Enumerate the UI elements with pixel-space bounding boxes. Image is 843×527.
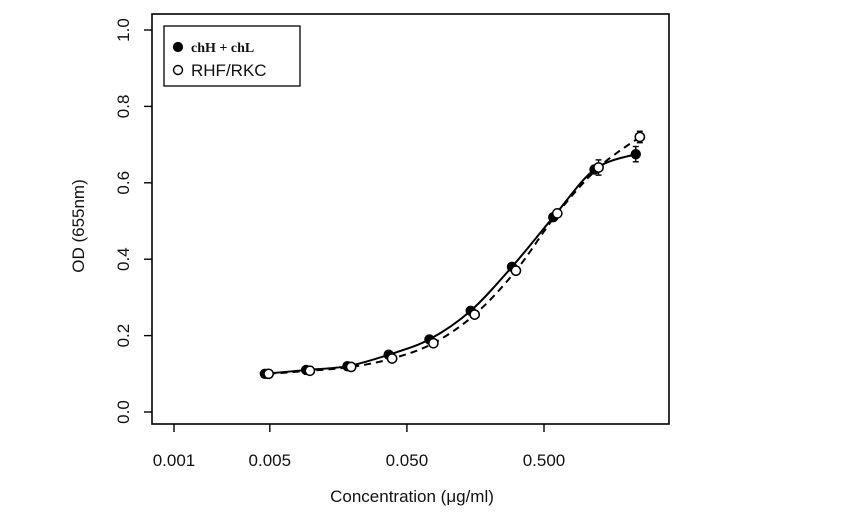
legend: chH + chL RHF/RKC (163, 25, 301, 87)
y-tick-label: 0.2 (114, 324, 133, 348)
x-tick-label: 0.005 (249, 451, 292, 470)
data-point (428, 337, 439, 349)
legend-label-chh-chl: chH + chL (191, 41, 254, 56)
legend-marker-filled (172, 41, 184, 53)
data-point (345, 361, 357, 373)
data-point (263, 368, 274, 380)
data-point (593, 162, 604, 173)
data-point (630, 148, 641, 160)
data-point (634, 131, 646, 143)
data-point (469, 309, 481, 320)
y-tick-label: 1.0 (114, 18, 133, 42)
x-tick-label: 0.500 (523, 451, 566, 470)
axis-ticks: 0.001 0.005 0.050 0.500 0.0 0.2 0.4 0.6 0.8 1.0 (114, 18, 565, 470)
x-tick-label: 0.001 (153, 451, 196, 470)
series-chh-chl (259, 145, 641, 379)
series-rhf-rkc (263, 130, 646, 380)
data-point (551, 208, 563, 219)
data-point (510, 265, 522, 277)
y-tick-label: 0.0 (114, 400, 133, 424)
y-tick-label: 0.4 (114, 247, 133, 271)
series-line (268, 136, 641, 375)
data-point (304, 365, 316, 377)
y-tick-label: 0.8 (114, 95, 133, 119)
y-axis-title: OD (655nm) (69, 179, 88, 273)
legend-label-rhf-rkc: RHF/RKC (191, 61, 267, 80)
x-axis-title: Concentration (μg/ml) (330, 487, 494, 506)
data-point (386, 353, 398, 364)
x-tick-label: 0.050 (386, 451, 429, 470)
series-layer (259, 130, 646, 380)
series-line (264, 153, 637, 375)
legend-box (163, 25, 301, 87)
plot-frame (151, 13, 670, 425)
legend-marker-open (172, 64, 184, 76)
y-tick-label: 0.6 (114, 171, 133, 195)
